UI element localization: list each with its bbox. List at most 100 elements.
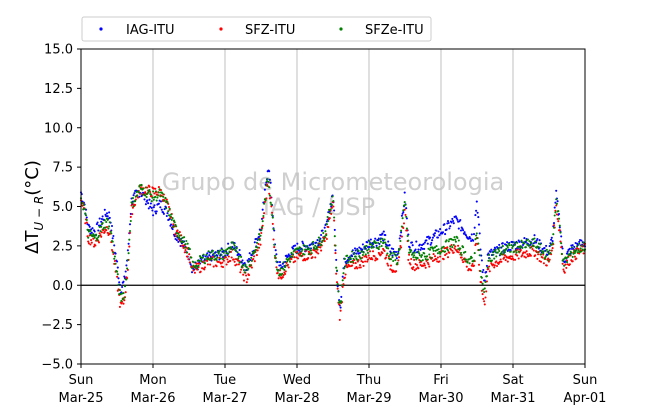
data-point-sfze-itu [118,289,121,292]
data-point-sfze-itu [575,248,578,252]
data-point-sfz-itu [281,276,284,279]
data-point-iag-itu [536,237,539,241]
data-point-iag-itu [573,245,576,248]
data-point-sfz-itu [247,274,251,277]
data-point-sfze-itu [340,300,343,303]
data-point-iag-itu [425,239,428,242]
data-point-sfze-itu [361,253,364,257]
data-point-sfze-itu [233,244,236,247]
data-point-sfze-itu [97,234,101,237]
data-point-sfz-itu [446,256,450,259]
data-point-sfz-itu [325,237,328,241]
data-point-sfze-itu [462,246,465,249]
data-point-sfze-itu [417,250,420,253]
data-point-sfze-itu [157,191,160,194]
data-point-sfz-itu [268,192,271,195]
data-point-sfz-itu [327,226,330,229]
data-point-iag-itu [128,223,132,226]
data-point-sfze-itu [493,257,496,260]
data-point-sfze-itu [491,251,494,254]
data-point-iag-itu [384,234,387,237]
data-point-iag-itu [152,214,155,217]
data-point-sfze-itu [173,221,176,224]
data-point-iag-itu [375,244,378,247]
data-point-sfze-itu [144,194,147,197]
data-point-sfz-itu [524,251,527,254]
legend-marker-0 [99,27,103,31]
data-point-sfze-itu [224,249,227,252]
data-point-sfze-itu [557,217,561,220]
data-point-sfze-itu [506,246,509,249]
data-point-sfze-itu [346,254,349,257]
data-point-sfze-itu [382,241,385,244]
data-point-sfze-itu [274,257,277,260]
data-point-sfz-itu [232,258,235,261]
data-point-iag-itu [456,218,459,221]
data-point-sfz-itu [475,242,478,245]
data-point-iag-itu [150,206,153,209]
data-point-iag-itu [478,232,481,235]
data-point-sfze-itu [310,252,313,255]
data-point-sfz-itu [364,260,367,263]
data-point-sfze-itu [333,235,336,238]
data-point-sfz-itu [262,216,265,219]
data-point-sfz-itu [571,260,574,263]
data-point-sfze-itu [121,298,124,301]
data-point-sfze-itu [363,247,366,250]
legend-label-1: SFZ-ITU [245,23,295,38]
data-point-sfze-itu [258,238,261,241]
data-point-sfz-itu [277,277,280,280]
data-point-sfze-itu [300,250,303,253]
data-point-iag-itu [239,254,242,257]
data-point-iag-itu [263,188,266,191]
data-point-sfze-itu [314,244,317,247]
data-point-sfze-itu [249,264,252,267]
data-point-sfze-itu [150,200,153,203]
data-point-iag-itu [438,234,441,237]
data-point-sfze-itu [207,250,210,253]
data-point-sfz-itu [395,270,398,273]
data-point-iag-itu [361,248,364,251]
data-point-sfze-itu [242,269,246,272]
data-point-sfz-itu [542,262,545,265]
data-point-sfz-itu [415,263,419,267]
data-point-sfz-itu [332,205,335,208]
data-point-iag-itu [148,198,151,201]
data-point-iag-itu [361,243,364,246]
data-point-sfz-itu [130,204,133,207]
data-point-iag-itu [449,225,452,228]
data-point-sfz-itu [328,217,331,220]
data-point-sfz-itu [439,255,442,258]
data-point-sfze-itu [406,234,409,238]
data-point-iag-itu [105,212,109,215]
data-point-sfz-itu [336,287,339,290]
data-point-sfz-itu [198,262,201,265]
data-point-sfze-itu [193,261,196,264]
data-point-sfze-itu [359,257,362,260]
data-point-sfze-itu [486,266,489,269]
data-point-sfz-itu [532,249,535,252]
data-point-iag-itu [152,206,155,209]
data-point-sfze-itu [514,249,517,252]
data-point-sfze-itu [386,252,389,255]
data-point-sfze-itu [475,232,478,235]
data-point-iag-itu [429,243,432,246]
y-tick-label: 10.0 [44,121,73,136]
data-point-sfze-itu [134,195,137,198]
data-point-sfze-itu [279,267,282,270]
data-point-iag-itu [464,234,468,237]
data-point-sfze-itu [185,239,188,243]
data-point-iag-itu [558,226,561,229]
data-point-iag-itu [112,234,115,238]
data-point-sfze-itu [114,262,117,265]
data-point-iag-itu [149,202,152,205]
data-point-sfze-itu [271,216,274,219]
data-point-sfz-itu [129,215,132,218]
data-point-sfze-itu [282,261,285,264]
data-point-sfze-itu [197,264,200,267]
data-point-iag-itu [388,244,391,247]
data-point-sfze-itu [513,241,516,244]
data-point-sfz-itu [519,249,522,252]
data-point-sfz-itu [284,270,287,273]
